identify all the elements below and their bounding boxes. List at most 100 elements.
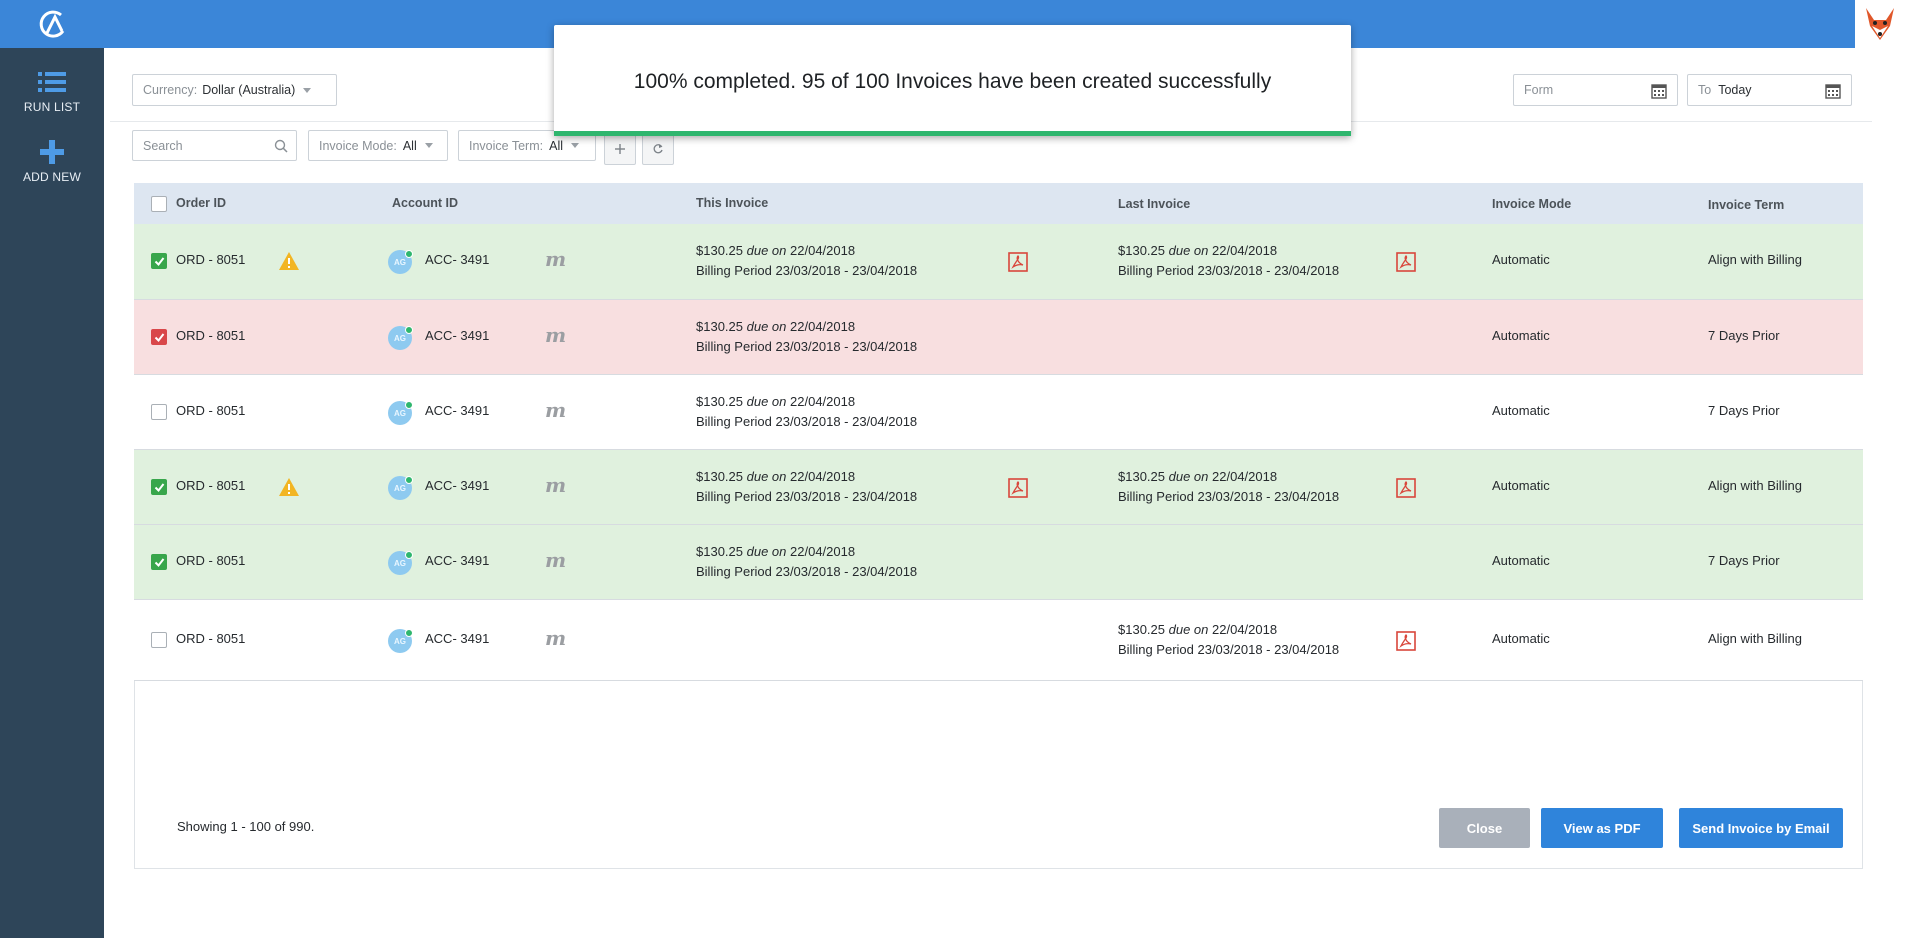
- this-invoice: $130.25 due on 22/04/2018 Billing Period…: [696, 392, 917, 432]
- row-checkbox[interactable]: [151, 404, 167, 420]
- column-header-account-id[interactable]: Account ID: [392, 196, 458, 210]
- this-invoice-period: Billing Period 23/03/2018 - 23/04/2018: [696, 489, 918, 504]
- column-header-last-invoice[interactable]: Last Invoice: [1118, 197, 1191, 211]
- order-id[interactable]: ORD - 8051: [176, 403, 246, 418]
- sidebar-item-run-list[interactable]: RUN LIST: [0, 70, 104, 114]
- order-id[interactable]: ORD - 8051: [176, 631, 246, 646]
- this-invoice-due-date: 22/04/2018: [790, 544, 856, 559]
- column-header-this-invoice[interactable]: This Invoice: [696, 196, 769, 210]
- this-invoice: $130.25 due on 22/04/2018 Billing Period…: [696, 542, 917, 582]
- this-invoice-amount: $130.25: [696, 394, 743, 409]
- invoice-term: 7 Days Prior: [1708, 328, 1780, 343]
- close-button[interactable]: Close: [1439, 808, 1530, 848]
- last-invoice: $130.25 due on 22/04/2018 Billing Period…: [1118, 620, 1339, 660]
- sidebar: RUN LIST ADD NEW: [0, 0, 104, 938]
- account-id[interactable]: ACC- 3491: [425, 553, 490, 568]
- invoice-mode-select[interactable]: Invoice Mode: All: [308, 130, 448, 161]
- table-body: ORD - 8051 AG ACC- 3491 m $130.25 due on 22…: [134, 224, 1863, 681]
- row-checkbox[interactable]: [151, 479, 167, 495]
- to-date-label: To: [1698, 83, 1712, 97]
- last-invoice-due-date: 22/04/2018: [1212, 243, 1278, 258]
- table-header: Order ID Account ID This Invoice Last In…: [134, 183, 1863, 224]
- currency-select[interactable]: Currency: Dollar (Australia): [132, 74, 337, 106]
- invoice-term: Align with Billing: [1708, 631, 1802, 646]
- this-invoice-due-word: due on: [746, 319, 787, 334]
- table-row[interactable]: ORD - 8051 AG ACC- 3491 m $130.25 due on 22…: [134, 600, 1863, 681]
- this-invoice-period: Billing Period 23/03/2018 - 23/04/2018: [696, 564, 918, 579]
- last-invoice-due-word: due on: [1168, 622, 1209, 637]
- row-checkbox[interactable]: [151, 632, 167, 648]
- order-id[interactable]: ORD - 8051: [176, 478, 246, 493]
- warning-icon[interactable]: [278, 477, 300, 500]
- progress-message: 100% completed. 95 of 100 Invoices have …: [633, 70, 1272, 93]
- avatar: AG: [388, 551, 413, 575]
- pdf-icon[interactable]: [1396, 252, 1416, 272]
- invoice-term-label: Invoice Term:: [469, 138, 544, 153]
- order-id[interactable]: ORD - 8051: [176, 252, 246, 267]
- invoice-mode: Automatic: [1492, 252, 1550, 267]
- payment-method-icon: m: [545, 323, 567, 347]
- pdf-icon[interactable]: [1396, 478, 1416, 498]
- invoice-mode: Automatic: [1492, 328, 1550, 343]
- add-filter-button[interactable]: [604, 133, 636, 165]
- this-invoice-due-word: due on: [746, 544, 787, 559]
- column-header-invoice-term[interactable]: Invoice Term: [1708, 198, 1785, 212]
- sidebar-item-label: RUN LIST: [23, 100, 81, 114]
- table-row[interactable]: ORD - 8051 AG ACC- 3491 m $130.25 due on 22…: [134, 525, 1863, 600]
- avatar: AG: [388, 476, 413, 500]
- account-id[interactable]: ACC- 3491: [425, 478, 490, 493]
- fox-avatar-icon: [1866, 8, 1894, 40]
- table-row[interactable]: ORD - 8051 AG ACC- 3491 m $130.25 due on 22…: [134, 224, 1863, 300]
- chevron-down-icon: [424, 143, 433, 148]
- this-invoice-amount: $130.25: [696, 544, 743, 559]
- last-invoice-amount: $130.25: [1118, 622, 1165, 637]
- invoice-term-select[interactable]: Invoice Term: All: [458, 130, 596, 161]
- app-logo[interactable]: [0, 0, 104, 48]
- logo-icon: [39, 10, 65, 38]
- reset-filter-button[interactable]: [642, 133, 674, 165]
- pdf-icon[interactable]: [1008, 252, 1028, 272]
- chevron-down-icon: [303, 87, 312, 93]
- account-id[interactable]: ACC- 3491: [425, 252, 490, 267]
- table-row[interactable]: ORD - 8051 AG ACC- 3491 m $130.25 due on 22…: [134, 450, 1863, 525]
- search-input[interactable]: Search: [132, 130, 297, 161]
- column-header-order-id[interactable]: Order ID: [176, 196, 227, 210]
- pdf-icon[interactable]: [1396, 631, 1416, 651]
- order-id[interactable]: ORD - 8051: [176, 553, 246, 568]
- account-id[interactable]: ACC- 3491: [425, 403, 490, 418]
- send-invoice-email-button[interactable]: Send Invoice by Email: [1679, 808, 1843, 848]
- last-invoice-period: Billing Period 23/03/2018 - 23/04/2018: [1118, 642, 1340, 657]
- to-date-field[interactable]: To Today: [1687, 74, 1852, 106]
- row-checkbox[interactable]: [151, 253, 167, 269]
- invoice-term: Align with Billing: [1708, 252, 1802, 267]
- last-invoice: $130.25 due on 22/04/2018 Billing Period…: [1118, 241, 1339, 281]
- warning-icon[interactable]: [278, 251, 300, 274]
- pdf-icon[interactable]: [1008, 478, 1028, 498]
- calendar-icon[interactable]: [1825, 83, 1841, 99]
- view-as-pdf-button[interactable]: View as PDF: [1541, 808, 1663, 848]
- refresh-icon: [653, 144, 663, 154]
- table-row[interactable]: ORD - 8051 AG ACC- 3491 m $130.25 due on 22…: [134, 300, 1863, 375]
- select-all-checkbox[interactable]: [151, 196, 167, 212]
- calendar-icon[interactable]: [1651, 83, 1667, 99]
- invoice-mode: Automatic: [1492, 478, 1550, 493]
- invoice-term-value: All: [549, 138, 564, 153]
- list-icon: [38, 72, 66, 92]
- user-avatar[interactable]: [1855, 0, 1905, 48]
- order-id[interactable]: ORD - 8051: [176, 328, 246, 343]
- column-header-invoice-mode[interactable]: Invoice Mode: [1492, 197, 1572, 211]
- last-invoice-due-date: 22/04/2018: [1212, 469, 1278, 484]
- account-id[interactable]: ACC- 3491: [425, 328, 490, 343]
- search-icon[interactable]: [274, 139, 288, 153]
- sidebar-item-add-new[interactable]: ADD NEW: [0, 140, 104, 184]
- row-checkbox[interactable]: [151, 554, 167, 570]
- invoice-mode-label: Invoice Mode:: [319, 138, 397, 153]
- invoice-term: Align with Billing: [1708, 478, 1802, 493]
- payment-method-icon: m: [545, 398, 567, 422]
- this-invoice-due-word: due on: [746, 394, 787, 409]
- last-invoice-period: Billing Period 23/03/2018 - 23/04/2018: [1118, 489, 1340, 504]
- from-date-field[interactable]: Form: [1513, 74, 1678, 106]
- table-row[interactable]: ORD - 8051 AG ACC- 3491 m $130.25 due on 22…: [134, 375, 1863, 450]
- row-checkbox[interactable]: [151, 329, 167, 345]
- account-id[interactable]: ACC- 3491: [425, 631, 490, 646]
